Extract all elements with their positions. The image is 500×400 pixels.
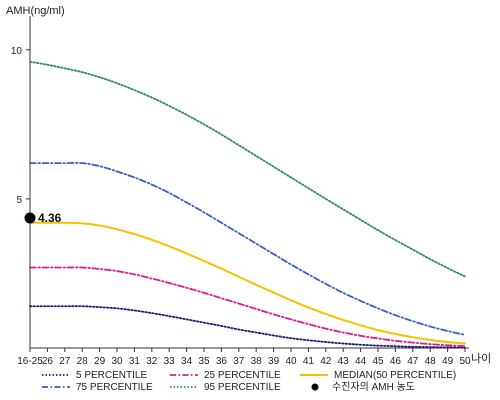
x-tick-label: 36 [216,356,228,367]
x-tick-label: 48 [425,356,437,367]
x-tick-label: 41 [303,356,315,367]
legend-label: MEDIAN(50 PERCENTILE) [334,370,456,381]
legend-label: 25 PERCENTILE [204,370,281,381]
x-tick-label: 28 [77,356,89,367]
y-axis-title: AMH(ng/ml) [6,5,65,17]
series-line-25-percentile [29,266,466,348]
series-line-75-percentile [29,162,466,336]
x-tick-label: 29 [94,356,106,367]
series-line-95-percentile [29,60,466,278]
x-tick-label: 40 [285,356,297,367]
legend-label-marker: 수진자의 AMH 농도 [332,381,415,393]
x-tick-label: 50 [459,356,471,367]
x-tick-label: 27 [59,356,71,367]
x-tick-label: 39 [268,356,280,367]
x-tick-label: 34 [181,356,193,367]
x-axis-title: 나이 [471,352,491,365]
x-tick-label: 42 [320,356,332,367]
legend-label: 95 PERCENTILE [204,382,281,393]
x-tick-label: 30 [111,356,123,367]
x-tick-label: 31 [129,356,141,367]
y-tick-label: 10 [11,46,23,57]
x-tick-label: 26 [42,356,54,367]
series-lines [29,60,466,349]
x-tick-label: 35 [198,356,210,367]
x-tick-label: 43 [338,356,350,367]
y-tick-label: 5 [16,195,22,206]
series-line-median-50-percentile [29,221,466,345]
x-tick-label: 37 [233,356,245,367]
patient-amh-point [24,212,36,224]
legend: 5 PERCENTILE 25 PERCENTILE MEDIAN(50 PERCE… [42,370,456,393]
x-tick-label: 33 [164,356,176,367]
x-tick-label: 16-25 [17,356,43,367]
patient-amh-value: 4.36 [38,211,62,225]
legend-label: 75 PERCENTILE [76,382,153,393]
x-tick-label: 32 [146,356,158,367]
series-line-5-percentile [29,305,466,349]
x-tick-label: 44 [355,356,367,367]
x-tick-label: 38 [251,356,263,367]
x-tick-label: 45 [372,356,384,367]
patient-marker: 4.36 [24,211,62,225]
x-tick-label: 46 [390,356,402,367]
legend-label: 5 PERCENTILE [76,370,147,381]
legend-swatch-marker [311,383,319,391]
x-tick-label: 47 [407,356,419,367]
x-tick-label: 49 [442,356,454,367]
axes: 5 10 16-25 26 27 28 29 30 31 32 33 34 35 36 37 38 39 40 41… [11,16,471,367]
